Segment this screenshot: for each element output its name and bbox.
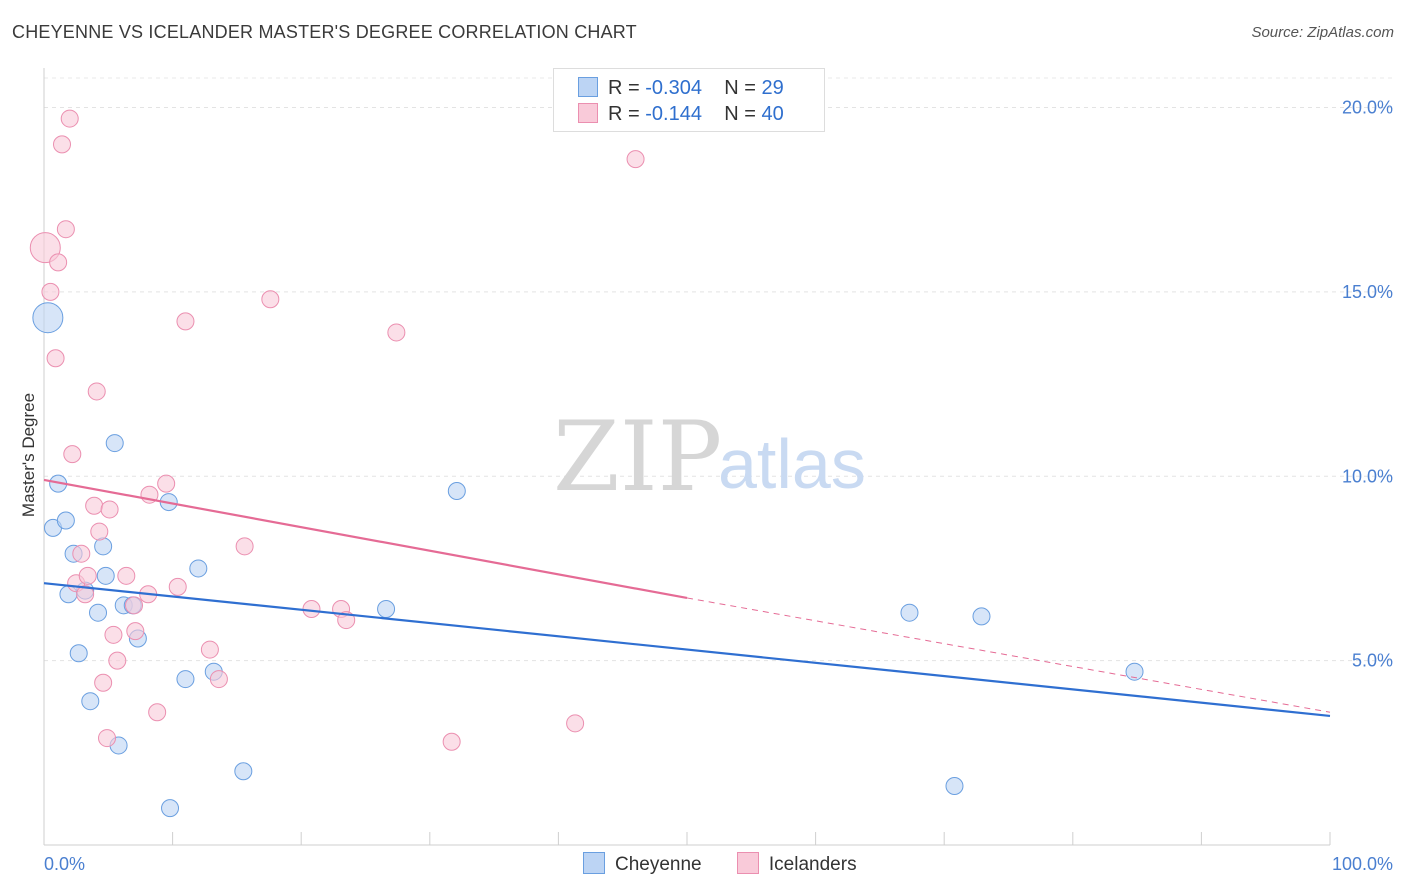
icelanders-point xyxy=(87,382,106,401)
cheyenne-point xyxy=(94,537,113,556)
legend-row-cheyenne: R = -0.304 N = 29 xyxy=(578,77,784,101)
icelanders-point xyxy=(85,496,104,515)
cheyenne-point xyxy=(81,692,100,711)
legend-n-label: N = xyxy=(724,77,756,99)
legend-label-cheyenne: Cheyenne xyxy=(615,854,702,875)
x-tick-label-max: 100.0% xyxy=(1332,854,1393,874)
y-axis-label: Master's Degree xyxy=(19,393,38,517)
legend-item-cheyenne: Cheyenne xyxy=(583,852,702,876)
watermark-atlas: atlas xyxy=(718,425,866,503)
icelanders-point xyxy=(78,566,97,585)
legend-swatch-cheyenne xyxy=(583,852,605,874)
icelanders-point xyxy=(302,600,321,618)
axes xyxy=(43,68,1331,846)
icelanders-point xyxy=(94,673,113,692)
cheyenne-point xyxy=(32,302,64,334)
icelanders-point xyxy=(168,577,187,596)
cheyenne-point xyxy=(945,777,964,795)
icelanders-point xyxy=(626,150,645,169)
icelanders-point xyxy=(200,640,219,659)
data-points xyxy=(29,109,1144,818)
legend-swatch-cheyenne xyxy=(578,77,598,97)
legend-swatch-icelanders xyxy=(578,103,598,123)
icelanders-point xyxy=(117,566,136,585)
icelanders-point xyxy=(53,135,72,154)
icelanders-point xyxy=(56,220,75,239)
cheyenne-point xyxy=(176,670,195,689)
cheyenne-trend-line xyxy=(43,582,1331,718)
y-tick-label: 5.0% xyxy=(1352,651,1393,671)
icelanders-trend-line xyxy=(43,478,688,600)
icelanders-point xyxy=(442,732,461,751)
legend-label-icelanders: Icelanders xyxy=(768,854,857,875)
icelanders-point xyxy=(41,282,60,301)
icelanders-point xyxy=(209,670,228,689)
chart-title: CHEYENNE VS ICELANDER MASTER'S DEGREE CO… xyxy=(12,22,637,42)
y-tick-label: 15.0% xyxy=(1342,282,1393,302)
icelanders-point xyxy=(72,544,91,563)
cheyenne-point xyxy=(900,603,919,622)
icelanders-point xyxy=(566,714,585,733)
legend-row-icelanders: R = -0.144 N = 40 xyxy=(578,103,784,127)
icelanders-point xyxy=(157,474,176,493)
cheyenne-point xyxy=(105,434,124,453)
cheyenne-point xyxy=(56,511,75,530)
legend-swatch-icelanders xyxy=(736,852,759,874)
icelanders-point xyxy=(104,625,123,644)
cheyenne-point xyxy=(1125,662,1144,681)
icelanders-point xyxy=(63,445,82,464)
legend-r-value: -0.144 xyxy=(645,103,702,125)
icelanders-point xyxy=(148,703,167,722)
series-legend: Cheyenne Icelanders xyxy=(583,852,887,876)
icelanders-point xyxy=(125,596,144,615)
icelanders-point xyxy=(49,253,68,272)
y-tick-labels: 5.0% 10.0% 15.0% 20.0% xyxy=(1342,98,1393,671)
y-tick-label: 10.0% xyxy=(1342,466,1393,486)
cheyenne-point xyxy=(189,559,208,578)
icelanders-point xyxy=(108,651,127,670)
icelanders-point xyxy=(387,323,406,342)
gridlines xyxy=(44,77,1392,662)
watermark-zip: ZIP xyxy=(553,401,722,513)
icelanders-point xyxy=(76,585,95,604)
legend-n-label: N = xyxy=(724,103,756,125)
cheyenne-point xyxy=(89,603,108,622)
icelanders-point xyxy=(60,109,79,128)
icelanders-point xyxy=(98,729,117,748)
legend-r-label: R = xyxy=(608,77,640,99)
icelanders-point xyxy=(46,349,65,368)
legend-n-value: 29 xyxy=(761,77,784,99)
icelanders-trend-extension xyxy=(686,597,1331,713)
legend-item-icelanders: Icelanders xyxy=(736,852,857,876)
x-tick-label-min: 0.0% xyxy=(44,854,85,874)
source-label: Source: ZipAtlas.com xyxy=(1251,24,1394,41)
watermark: ZIP atlas xyxy=(553,401,866,513)
icelanders-point xyxy=(90,522,109,541)
cheyenne-point xyxy=(96,566,115,585)
legend-r-value: -0.304 xyxy=(645,77,702,99)
icelanders-point xyxy=(235,537,254,556)
legend-r-label: R = xyxy=(608,103,640,125)
stats-legend: R = -0.304 N = 29 R = -0.144 N = 40 xyxy=(553,68,825,132)
icelanders-point xyxy=(29,232,61,264)
legend-n-value: 40 xyxy=(761,103,784,125)
cheyenne-point xyxy=(447,482,466,500)
cheyenne-point xyxy=(234,762,253,781)
cheyenne-point xyxy=(377,600,396,618)
icelanders-point xyxy=(176,312,195,331)
cheyenne-point xyxy=(69,644,88,663)
icelanders-point xyxy=(100,500,119,519)
y-tick-label: 20.0% xyxy=(1342,98,1393,118)
trend-lines xyxy=(43,478,1331,718)
icelanders-point xyxy=(126,622,145,641)
icelanders-point xyxy=(261,290,280,309)
cheyenne-point xyxy=(161,799,180,818)
cheyenne-point xyxy=(972,607,991,626)
